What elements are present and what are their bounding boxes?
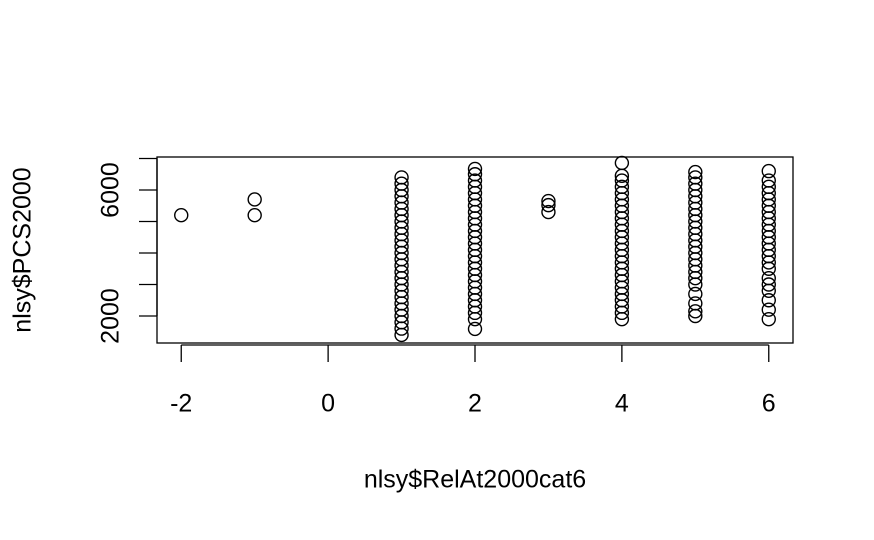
y-axis-label: nlsy$PCS2000 [9,167,37,332]
point [761,277,776,292]
x-tick-label: 0 [321,390,335,418]
point [614,155,630,171]
point [541,193,556,209]
point [761,261,776,276]
point [467,161,483,177]
point [761,302,776,317]
point [688,277,703,292]
point [394,321,409,336]
point [761,311,776,327]
x-tick-label: 2 [468,390,482,418]
point [541,197,556,213]
x-axis-label: nlsy$RelAt2000cat6 [364,466,586,494]
point [541,204,556,220]
point [467,305,483,321]
point [614,305,630,321]
point [614,311,630,327]
point [761,255,776,270]
y-tick-label: 6000 [97,162,125,218]
point [247,192,262,207]
point [247,208,262,223]
y-tick-label: 2000 [97,288,125,344]
point [688,304,703,319]
x-tick-label: 6 [762,390,776,418]
point [467,321,483,337]
point [394,327,409,343]
point [174,208,189,223]
point [688,164,703,180]
point [688,271,703,286]
point [688,296,703,311]
point [467,311,483,327]
x-tick-label: -2 [170,390,192,418]
point [614,168,630,184]
point [761,163,776,179]
point [761,283,776,299]
point [761,293,776,308]
point [688,308,703,324]
point [688,286,703,302]
x-tick-label: 4 [615,390,629,418]
